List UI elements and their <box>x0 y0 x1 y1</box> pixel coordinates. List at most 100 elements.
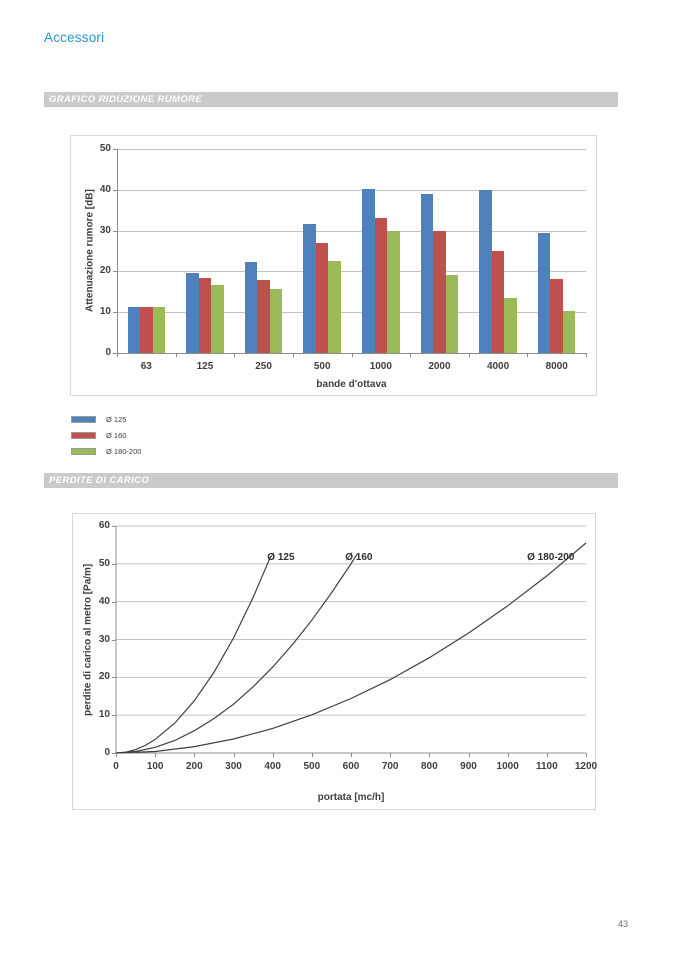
bar-Ø180-200 <box>328 261 341 353</box>
bar-Ø160 <box>433 231 446 353</box>
bar-chart-y-tick <box>113 230 117 232</box>
line-chart-x-tick-label: 900 <box>460 761 477 772</box>
curve-label-Ø125: Ø 125 <box>267 552 295 564</box>
line-chart-x-tick <box>155 753 157 757</box>
line-chart-y-tick <box>112 677 116 679</box>
bar-chart-category-label: 500 <box>313 361 331 372</box>
curve-Ø125 <box>115 556 272 754</box>
bar-Ø125 <box>303 224 316 353</box>
line-chart-x-tick <box>233 753 235 757</box>
bar-chart-legend: Ø 125 Ø 160 Ø 180-200 <box>71 411 141 459</box>
bar-chart-x-tick <box>586 353 587 357</box>
legend-item: Ø 180-200 <box>71 443 141 459</box>
bar-chart-y-axis-title: Attenuazione rumore [dB] <box>84 189 96 313</box>
bar-chart-y-tick <box>113 149 117 150</box>
bar-chart-y-tick <box>113 271 117 273</box>
bar-chart-y-axis <box>117 149 118 353</box>
bar-Ø180-200 <box>387 230 400 353</box>
bar-chart-y-tick <box>113 189 117 191</box>
line-chart-x-axis-title: portata [mc/h] <box>317 792 385 803</box>
bar-chart-x-tick <box>351 353 353 357</box>
bar-Ø180-200 <box>445 275 459 353</box>
bar-group <box>293 149 352 353</box>
line-chart-x-tick-label: 100 <box>146 761 164 772</box>
bar-Ø125 <box>186 273 199 353</box>
bar-Ø180-200 <box>269 288 283 353</box>
legend-label: Ø 180-200 <box>106 446 142 456</box>
line-chart-y-tick <box>112 639 116 641</box>
line-chart-x-tick <box>468 753 470 757</box>
bar-chart-category-label: 250 <box>255 361 272 372</box>
bar-group <box>234 149 293 353</box>
bar-chart-x-axis-title: bande d'ottava <box>316 379 387 390</box>
bar-chart-y-tick-label: 10 <box>99 306 111 318</box>
bar-Ø125 <box>420 193 434 353</box>
bar-chart-y-tick-label: 40 <box>99 183 111 195</box>
line-chart-y-tick-label: 60 <box>98 520 110 531</box>
line-chart-y-tick <box>112 526 116 527</box>
line-chart-x-tick <box>429 753 431 757</box>
bar-chart-category-label: 4000 <box>486 361 510 372</box>
bar-Ø160 <box>257 279 270 353</box>
line-chart-x-tick <box>390 753 392 757</box>
bar-Ø125 <box>127 307 141 353</box>
line-chart-x-tick-label: 1000 <box>496 761 519 772</box>
line-chart-x-tick-label: 700 <box>381 761 399 772</box>
bar-chart-x-tick <box>410 353 412 357</box>
line-chart-y-tick-label: 50 <box>98 557 110 569</box>
bar-Ø180-200 <box>562 310 576 353</box>
bar-chart-gridline <box>117 149 586 150</box>
line-chart-y-tick-label: 10 <box>98 709 110 721</box>
bar-Ø160 <box>550 278 563 353</box>
bar-Ø160 <box>198 277 212 353</box>
legend-label: Ø 160 <box>106 430 127 440</box>
bar-chart-category-label: 125 <box>196 361 214 372</box>
bar-Ø125 <box>244 261 258 353</box>
line-chart-x-tick <box>507 753 509 757</box>
line-chart-x-tick-label: 300 <box>225 761 242 772</box>
legend-item: Ø 125 <box>71 411 141 427</box>
curve-label-Ø180-200: Ø 180-200 <box>527 552 575 564</box>
bar-Ø160 <box>491 251 505 353</box>
bar-chart-x-tick <box>117 353 118 357</box>
bar-Ø125 <box>479 189 492 353</box>
bar-chart-category-label: 63 <box>140 361 152 372</box>
line-chart-y-tick <box>112 715 116 717</box>
line-chart-x-tick-label: 600 <box>342 761 360 772</box>
page-number: 43 <box>617 919 628 929</box>
bar-Ø125 <box>537 233 551 353</box>
bar-group <box>410 149 469 353</box>
bar-Ø180-200 <box>504 297 517 353</box>
bar-group <box>352 149 411 353</box>
pressure-loss-plot <box>115 525 587 754</box>
bar-group <box>117 149 176 353</box>
line-chart-x-tick-label: 800 <box>420 761 438 772</box>
bar-Ø180-200 <box>211 284 224 353</box>
line-chart-y-tick-label: 40 <box>98 595 110 607</box>
line-chart-x-tick <box>194 753 196 757</box>
line-chart-y-tick-label: 0 <box>104 747 110 758</box>
legend-swatch-Ø180-200 <box>71 447 96 455</box>
bar-chart-x-axis <box>117 353 586 354</box>
noise-reduction-bar-chart: 0 10 20 30 40 50 63 125 250 500 1000 2000 4000 8000 ba… <box>70 135 597 396</box>
bar-chart-y-tick <box>113 353 117 354</box>
line-chart-y-tick-label: 20 <box>98 671 110 683</box>
page-heading: Accessori <box>44 30 105 45</box>
pressure-loss-line-chart: Ø 125 Ø 160 Ø 180-200 0 10 20 30 40 50 60 0 100 200 3… <box>72 513 597 810</box>
bar-chart-gridline <box>117 230 586 232</box>
bar-Ø125 <box>362 188 375 353</box>
section-banner-noise-label: GRAFICO RIDUZIONE RUMORE <box>49 94 203 105</box>
bar-chart-y-tick-label: 0 <box>105 347 111 358</box>
line-chart-y-tick <box>112 601 116 603</box>
line-chart-x-tick-label: 400 <box>264 761 281 772</box>
legend-swatch-Ø125 <box>71 415 96 423</box>
bar-chart-gridline <box>117 312 586 314</box>
line-chart-x-tick-label: 0 <box>113 761 119 772</box>
line-chart-x-tick-label: 1100 <box>535 761 558 772</box>
line-chart-y-tick-label: 30 <box>98 633 110 645</box>
legend-item: Ø 160 <box>71 427 141 443</box>
line-chart-x-tick <box>272 753 274 757</box>
bar-group <box>469 149 528 353</box>
bar-chart-category-label: 2000 <box>428 361 451 372</box>
